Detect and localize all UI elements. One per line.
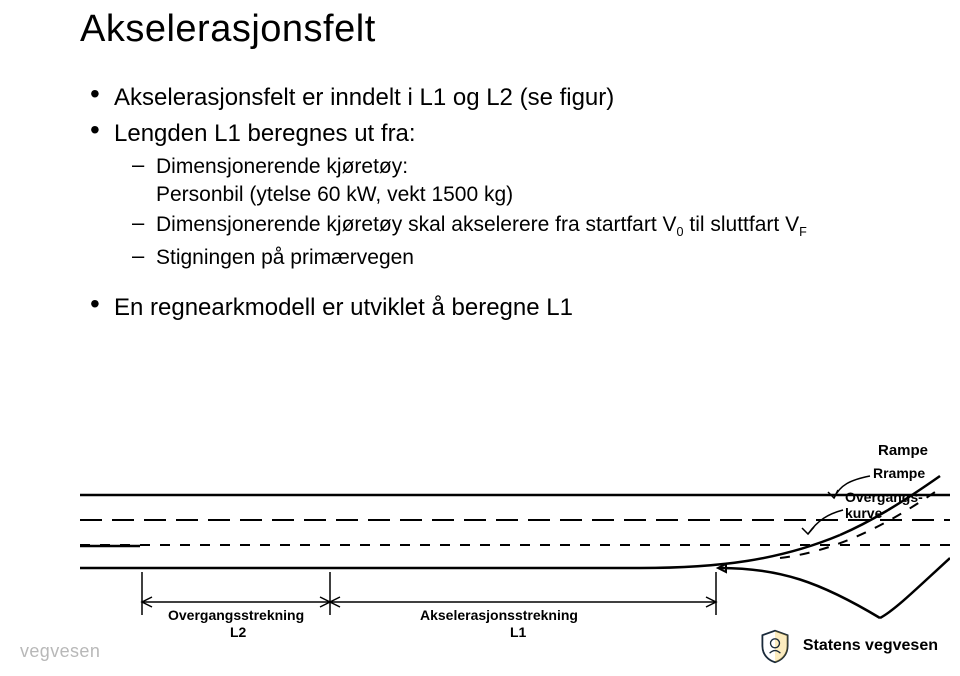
fig-label-ovk1: Overgangs-: [845, 489, 923, 505]
fig-label-aksel: Akselerasjonsstrekning: [420, 607, 578, 623]
bullet-2a-text: Dimensjonerende kjøretøy:: [156, 155, 408, 178]
bullet-2b: Dimensjonerende kjøretøy skal akselerere…: [132, 211, 900, 241]
ramp-figure: Overgangsstrekning L2 Akselerasjonsstrek…: [80, 440, 950, 640]
footer-logo: Statens vegvesen: [757, 628, 938, 664]
fig-label-ovk2: kurve: [845, 505, 883, 521]
bullet-2b-pre: Dimensjonerende kjøretøy skal akselerere…: [156, 213, 677, 236]
fig-label-rampe: Rampe: [878, 442, 928, 459]
slide-title: Akselerasjonsfelt: [80, 8, 376, 51]
footer-brand: Statens vegvesen: [803, 637, 938, 655]
bullet-2b-mid: til sluttfart V: [684, 213, 800, 236]
footer-left-text: vegvesen: [20, 641, 100, 661]
bullet-2c: Stigningen på primærvegen: [132, 244, 900, 272]
bullet-2a-sub: Personbil (ytelse 60 kW, vekt 1500 kg): [156, 183, 513, 206]
bullet-2b-sub1: 0: [677, 226, 684, 240]
bullet-2-text: Lengden L1 beregnes ut fra:: [114, 120, 416, 147]
fig-label-rrampe: Rrampe: [873, 465, 925, 481]
bullet-2a: Dimensjonerende kjøretøy: Personbil (yte…: [132, 153, 900, 210]
footer-left: vegvesen: [20, 641, 100, 662]
vegvesen-crest-icon: [757, 628, 793, 664]
fig-label-l1: L1: [510, 624, 527, 640]
slide: Akselerasjonsfelt Akselerasjonsfelt er i…: [0, 0, 960, 676]
bullet-2: Lengden L1 beregnes ut fra: Dimensjonere…: [90, 118, 900, 272]
bullet-2c-text: Stigningen på primærvegen: [156, 246, 414, 269]
fig-label-overgang: Overgangsstrekning: [168, 607, 304, 623]
bullet-1: Akselerasjonsfelt er inndelt i L1 og L2 …: [90, 82, 900, 114]
bullet-2b-sub2: F: [799, 226, 807, 240]
bullet-3-text: En regnearkmodell er utviklet å beregne …: [114, 294, 573, 321]
fig-label-l2: L2: [230, 624, 247, 640]
bullet-3: En regnearkmodell er utviklet å beregne …: [90, 292, 900, 324]
slide-content: Akselerasjonsfelt er inndelt i L1 og L2 …: [70, 82, 900, 328]
bullet-1-text: Akselerasjonsfelt er inndelt i L1 og L2 …: [114, 84, 614, 111]
